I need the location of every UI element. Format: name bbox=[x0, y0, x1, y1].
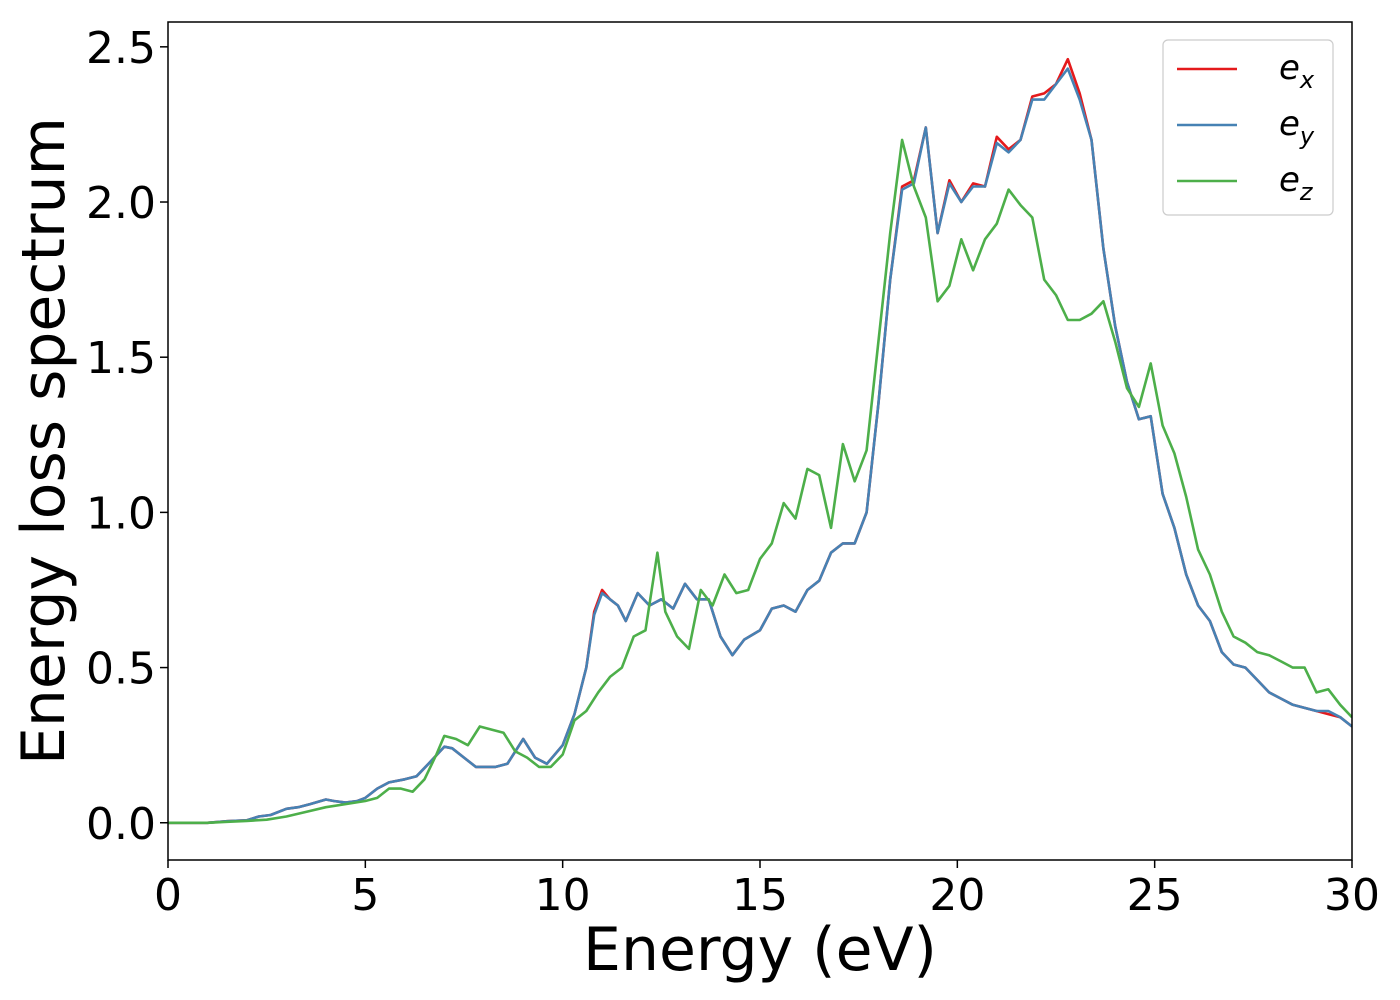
y-tick-label: 0.5 bbox=[86, 644, 156, 695]
x-tick-label: 15 bbox=[732, 870, 788, 921]
y-tick-label: 2.5 bbox=[86, 23, 156, 74]
legend-label-base: e bbox=[1279, 160, 1300, 200]
legend-box bbox=[1162, 39, 1334, 216]
legend-label-z: ez bbox=[1279, 160, 1314, 206]
y-axis-label: Energy loss spectrum bbox=[9, 117, 79, 765]
x-tick-label: 25 bbox=[1127, 870, 1183, 921]
legend-label-base: e bbox=[1279, 48, 1300, 88]
series-layer bbox=[168, 57, 1352, 825]
x-tick-label: 5 bbox=[351, 870, 379, 921]
legend-label-base: e bbox=[1279, 104, 1300, 144]
legend-label-x: ex bbox=[1279, 48, 1315, 94]
y-tick-label: 1.0 bbox=[86, 488, 156, 539]
y-tick-label: 0.0 bbox=[86, 799, 156, 850]
y-tick-label: 2.0 bbox=[86, 178, 156, 229]
y-tick-label: 1.5 bbox=[86, 333, 156, 384]
x-tick-label: 10 bbox=[535, 870, 591, 921]
legend-label-y: ey bbox=[1279, 104, 1315, 150]
x-tick-label: 0 bbox=[154, 870, 182, 921]
y-axis: 0.0 0.5 1.0 1.5 2.0 2.5 bbox=[86, 23, 168, 850]
x-axis-label: Energy (eV) bbox=[583, 915, 937, 985]
x-tick-label: 20 bbox=[929, 870, 985, 921]
legend-label-subscript: y bbox=[1299, 122, 1315, 150]
legend-label-subscript: z bbox=[1299, 178, 1314, 206]
x-tick-label: 30 bbox=[1324, 870, 1380, 921]
legend-label-subscript: x bbox=[1299, 66, 1315, 94]
series-line-z bbox=[168, 138, 1352, 825]
x-axis: 0 5 10 15 20 25 30 bbox=[154, 860, 1380, 921]
series-line-y bbox=[168, 67, 1352, 825]
